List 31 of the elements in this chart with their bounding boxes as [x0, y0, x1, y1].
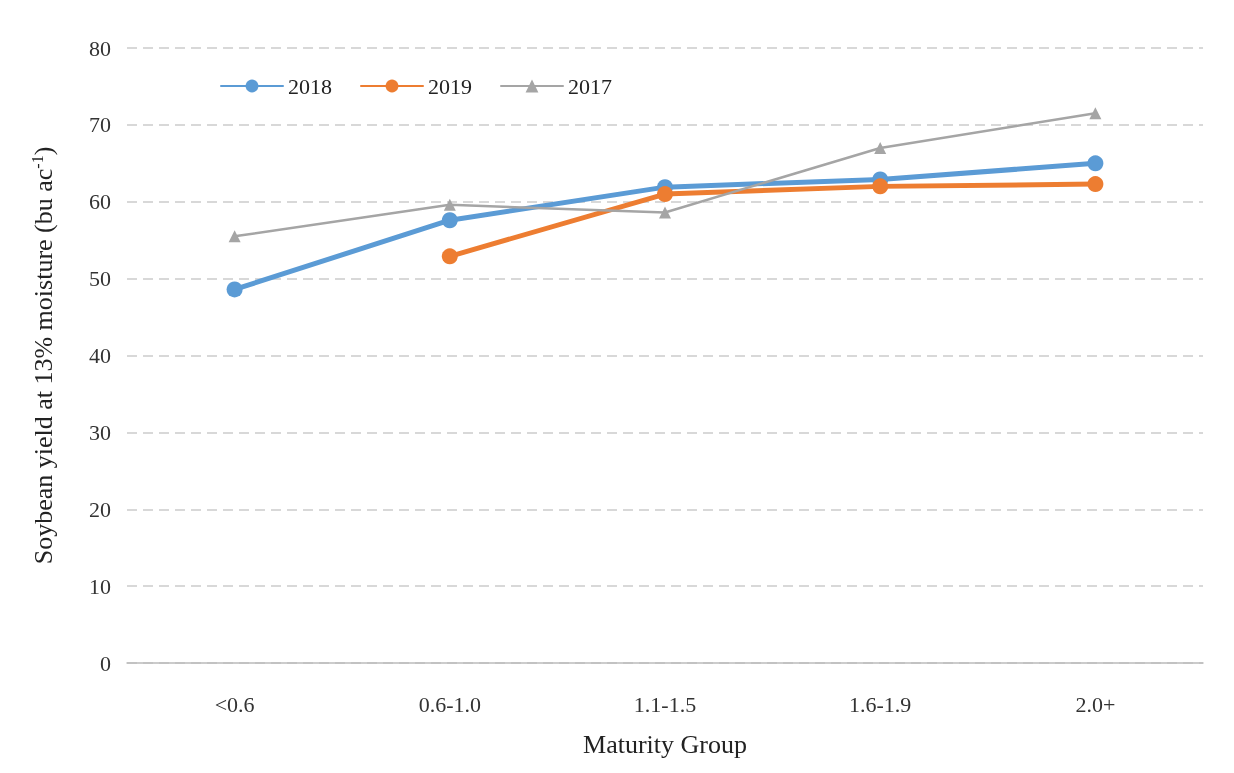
- y-tick-label: 80: [89, 35, 111, 61]
- point: [226, 281, 243, 298]
- point: [443, 198, 456, 211]
- x-axis-title: Maturity Group: [583, 729, 747, 759]
- y-tick-label: 40: [89, 343, 111, 368]
- x-tick-label: <0.6: [214, 691, 255, 717]
- y-tick-label: 70: [89, 112, 111, 138]
- point: [441, 248, 458, 265]
- point: [441, 212, 458, 229]
- legend-label: 2019: [428, 73, 472, 99]
- point: [874, 141, 887, 154]
- point: [1087, 176, 1104, 193]
- legend-label: 2017: [568, 73, 612, 99]
- y-tick-label: 30: [89, 419, 111, 445]
- point: [1089, 107, 1102, 120]
- y-tick-label: 0: [100, 650, 111, 676]
- x-tick-label: 1.6-1.9: [849, 691, 912, 717]
- point: [659, 206, 671, 219]
- legend-label: 2018: [288, 73, 332, 99]
- y-tick-label: 60: [89, 189, 111, 215]
- x-tick-label: 1.1-1.5: [633, 691, 697, 717]
- y-tick-label: 10: [89, 573, 111, 599]
- x-tick-label: 2.0+: [1075, 691, 1116, 717]
- point: [1087, 155, 1104, 172]
- point: [228, 230, 241, 243]
- y-tick-label: 20: [89, 496, 111, 522]
- point: [657, 186, 673, 203]
- y-axis-title: Soybean yield at 13% moisture (bu ac-1): [28, 146, 58, 565]
- x-tick-label: 0.6-1.0: [418, 691, 481, 717]
- point: [872, 178, 889, 195]
- y-tick-label: 50: [89, 266, 111, 292]
